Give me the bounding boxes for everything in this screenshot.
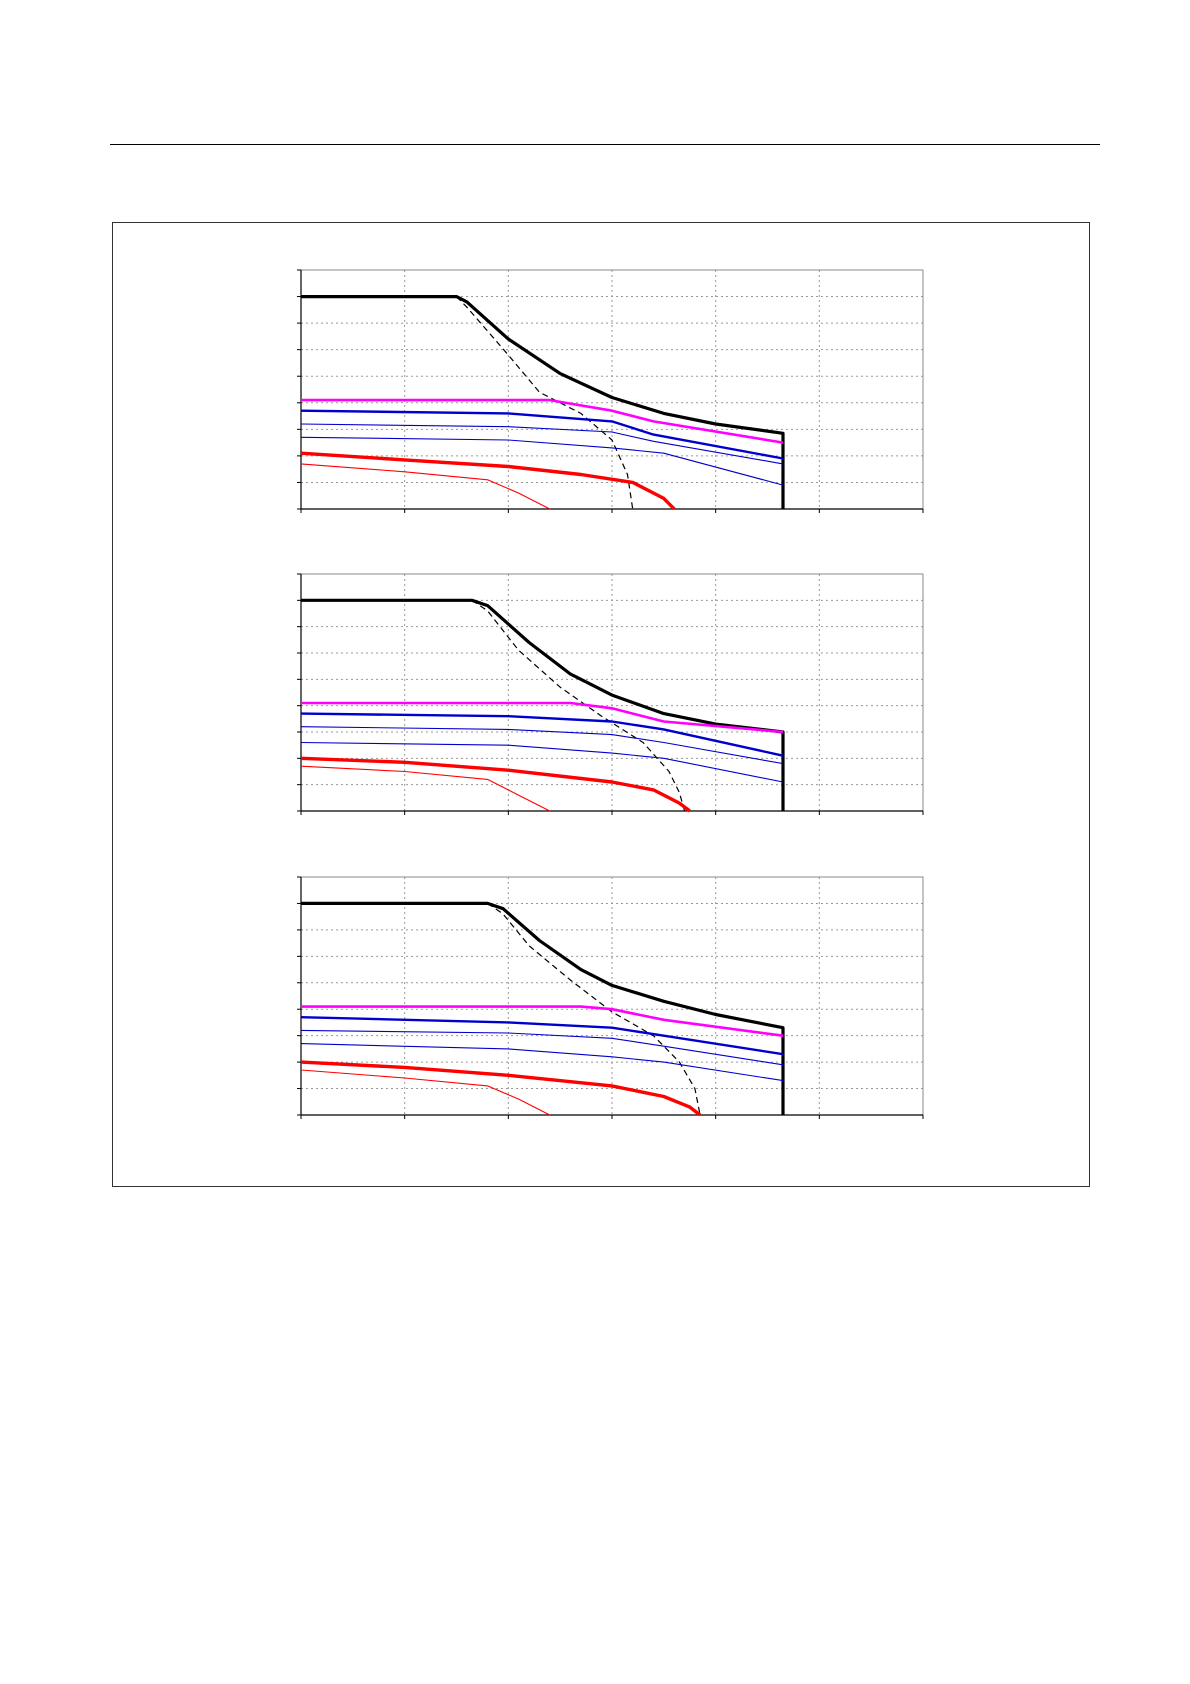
series-line-3 <box>301 701 784 734</box>
series-line-6 <box>300 741 784 783</box>
chart-2 <box>297 573 924 815</box>
series-line-8 <box>300 1069 551 1116</box>
series-line-4 <box>300 712 784 757</box>
series-line-8 <box>300 463 551 510</box>
figure-frame <box>112 222 1090 1187</box>
series-line-7 <box>300 756 691 813</box>
series-line-5 <box>300 423 784 465</box>
header-rule <box>110 144 1100 145</box>
chart-1 <box>297 269 924 513</box>
chart-3 <box>297 876 924 1119</box>
series-line-2 <box>471 599 686 812</box>
series-line-8 <box>300 765 551 812</box>
series-line-4 <box>300 409 784 460</box>
series-line-7 <box>300 1060 702 1117</box>
series-line-3 <box>301 1005 784 1037</box>
series-line-5 <box>300 1029 784 1066</box>
series-line-6 <box>300 436 784 486</box>
series-line-7 <box>300 451 676 511</box>
series-line-2 <box>487 902 701 1116</box>
series-line-2 <box>456 296 634 510</box>
series-line-3 <box>301 398 784 444</box>
series-line-1 <box>301 901 785 1115</box>
series-line-4 <box>300 1016 784 1056</box>
series-line-6 <box>300 1043 784 1082</box>
series-line-5 <box>300 726 784 765</box>
series-line-1 <box>301 295 785 509</box>
